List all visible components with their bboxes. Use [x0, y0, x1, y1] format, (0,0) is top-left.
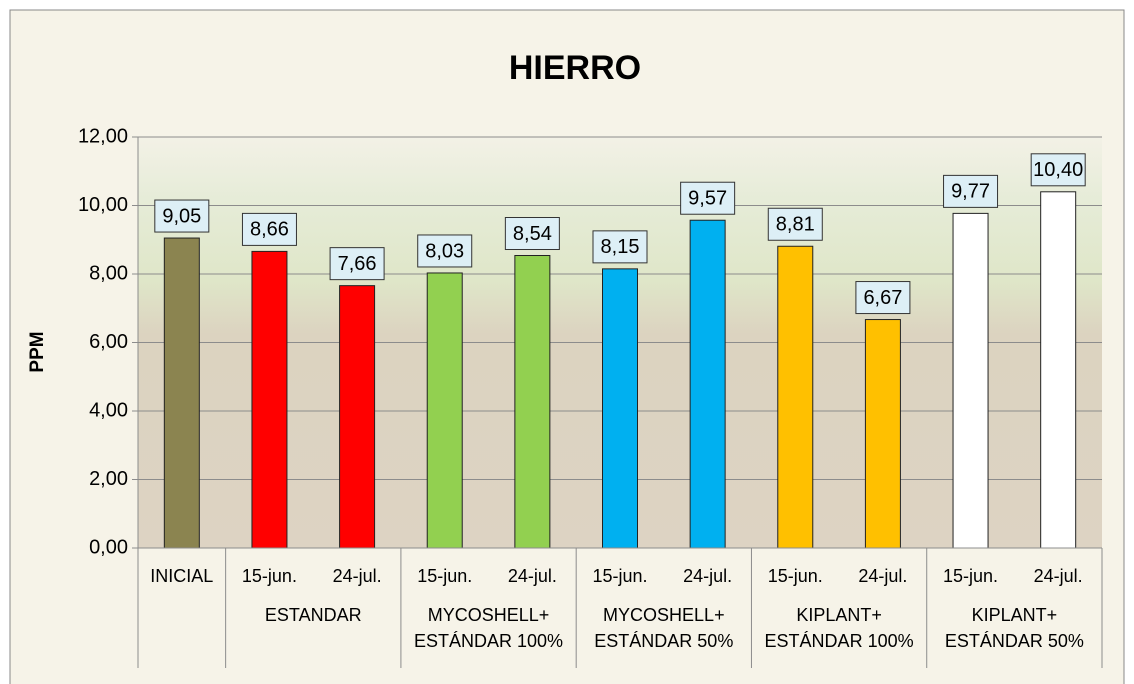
y-tick-label: 6,00: [89, 331, 128, 353]
value-label: 9,77: [951, 181, 990, 203]
group-label: MYCOSHELL+ ESTÁNDAR 50%: [576, 602, 751, 654]
bar: [164, 238, 199, 548]
value-label: 8,15: [601, 236, 640, 258]
value-label: 7,66: [338, 253, 377, 275]
bar: [865, 320, 900, 548]
group-label: KIPLANT+ ESTÁNDAR 50%: [927, 602, 1102, 654]
x-tick-label: 15-jun.: [751, 563, 839, 589]
bar: [340, 286, 375, 548]
x-tick-label: 24-jul.: [1014, 563, 1102, 589]
y-tick-label: 12,00: [78, 125, 128, 147]
value-label: 8,54: [513, 223, 552, 245]
bar: [427, 273, 462, 548]
bar: [778, 246, 813, 548]
y-tick-label: 10,00: [78, 194, 128, 216]
bar: [690, 220, 725, 548]
page: HIERRO PPM 0,00 2,00 4,00 6,00 8,00 10,00 12,0…: [0, 0, 1134, 684]
group-label: MYCOSHELL+ ESTÁNDAR 100%: [401, 602, 576, 654]
x-tick-label: 15-jun.: [226, 563, 314, 589]
value-label: 8,66: [250, 219, 289, 241]
y-tick-label: 8,00: [89, 262, 128, 284]
group-label: ESTANDAR: [226, 602, 401, 628]
value-label: 10,40: [1033, 159, 1083, 181]
bar: [953, 213, 988, 548]
x-tick-label: 24-jul.: [664, 563, 752, 589]
x-tick-label: INICIAL: [138, 563, 226, 589]
value-label: 8,03: [425, 240, 464, 262]
value-label: 9,57: [688, 188, 727, 210]
value-label: 6,67: [863, 287, 902, 309]
x-tick-label: 15-jun.: [401, 563, 489, 589]
x-tick-label: 24-jul.: [839, 563, 927, 589]
value-label: 9,05: [162, 205, 201, 227]
chart-title: HIERRO: [509, 49, 641, 87]
x-tick-label: 24-jul.: [489, 563, 577, 589]
bar: [603, 269, 638, 548]
x-tick-label: 15-jun.: [576, 563, 664, 589]
bar: [252, 251, 287, 548]
x-tick-label: 24-jul.: [313, 563, 401, 589]
y-tick-label: 0,00: [89, 536, 128, 558]
y-axis-label: PPM: [27, 331, 48, 372]
y-tick-label: 2,00: [89, 468, 128, 490]
x-tick-label: 15-jun.: [927, 563, 1015, 589]
value-label: 8,81: [776, 214, 815, 236]
y-tick-label: 4,00: [89, 399, 128, 421]
bar: [1041, 192, 1076, 548]
bar: [515, 256, 550, 548]
group-label: KIPLANT+ ESTÁNDAR 100%: [751, 602, 926, 654]
